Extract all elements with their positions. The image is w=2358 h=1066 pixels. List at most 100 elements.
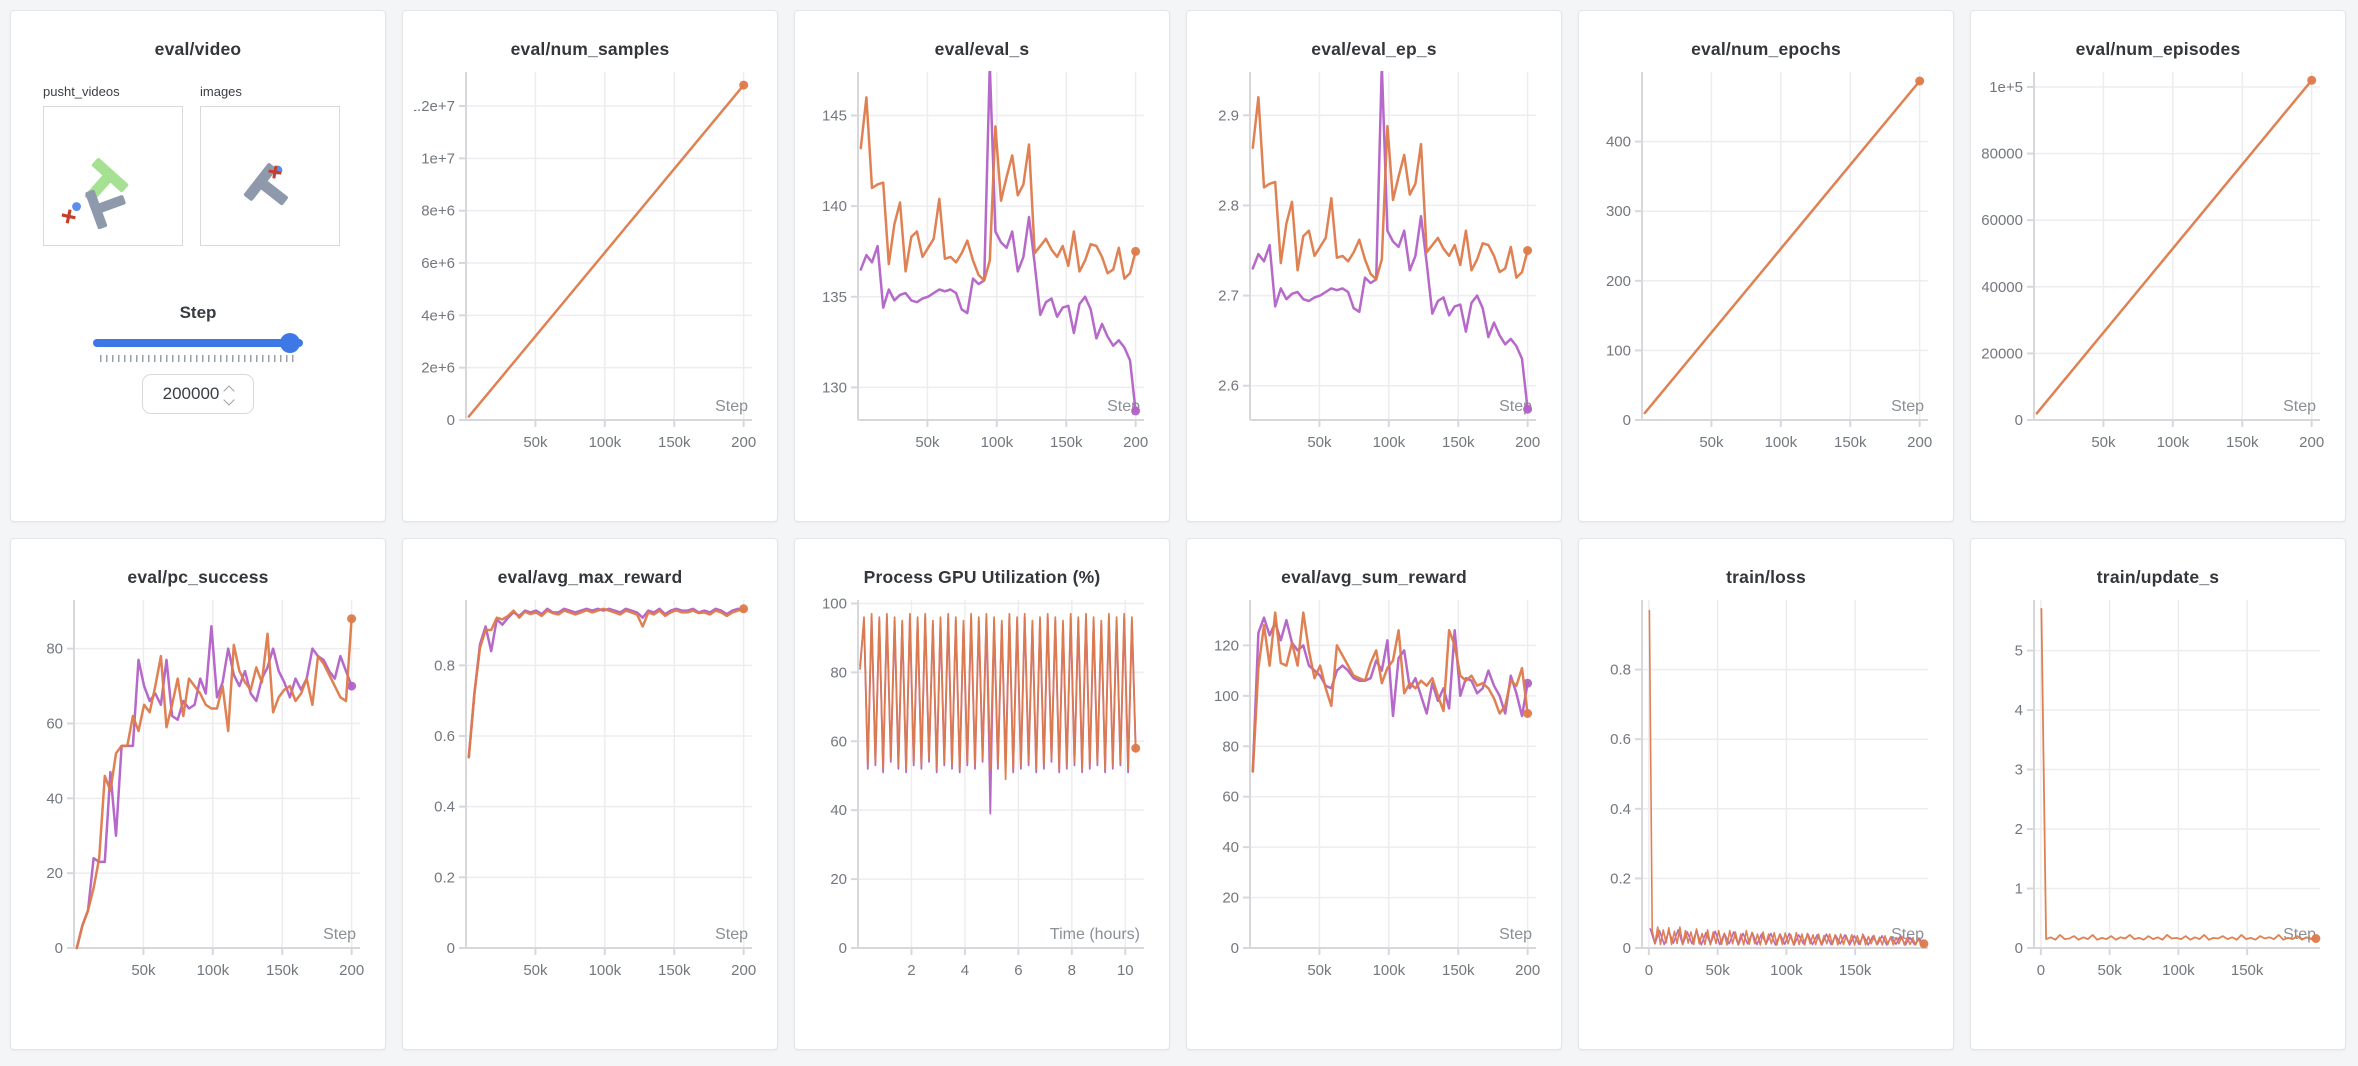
svg-text:Time (hours): Time (hours) <box>1050 926 1140 943</box>
svg-text:0.6: 0.6 <box>1610 731 1631 748</box>
svg-text:Step: Step <box>1891 398 1924 415</box>
svg-text:50k: 50k <box>1307 962 1332 979</box>
svg-text:2.7: 2.7 <box>1218 288 1239 305</box>
svg-text:4: 4 <box>2015 702 2023 719</box>
svg-text:2: 2 <box>2015 821 2023 838</box>
svg-text:100k: 100k <box>2157 434 2190 451</box>
chart-title: eval/num_epochs <box>1691 39 1841 59</box>
step-slider-thumb[interactable] <box>280 333 301 353</box>
media-row: pusht_videos image <box>43 84 385 251</box>
svg-text:0: 0 <box>1623 412 1631 429</box>
svg-text:100: 100 <box>1214 688 1239 705</box>
chart-eval-pc-success[interactable]: 50k 100k 150k 200 0 20 40 60 80 Step <box>22 592 374 998</box>
svg-text:200: 200 <box>339 962 364 979</box>
svg-text:100k: 100k <box>197 962 230 979</box>
svg-text:100k: 100k <box>1373 962 1406 979</box>
svg-text:3: 3 <box>2015 762 2023 779</box>
pusht-image-thumbnail[interactable] <box>200 106 340 246</box>
svg-text:2: 2 <box>907 962 915 979</box>
svg-text:200: 200 <box>731 962 756 979</box>
svg-text:8: 8 <box>1068 962 1076 979</box>
svg-text:50k: 50k <box>2098 962 2123 979</box>
step-slider-ticks <box>100 355 296 362</box>
panel-eval-num-episodes: eval/num_episodes 50k 100k 150k 200 0 20000 40… <box>1970 10 2346 522</box>
svg-text:60000: 60000 <box>1982 212 2023 229</box>
chart-eval-eval-s[interactable]: 50k 100k 150k 200 130 135 140 145 Step <box>806 64 1158 470</box>
chart-title: eval/num_samples <box>510 39 670 59</box>
chart-eval-avg-max-reward[interactable]: 50k 100k 150k 200 0 0.2 0.4 0.6 0.8 Step <box>414 592 766 998</box>
blue-dot-icon <box>72 202 81 211</box>
svg-text:10: 10 <box>1117 962 1134 979</box>
svg-text:Step: Step <box>715 398 748 415</box>
svg-text:400: 400 <box>1606 134 1631 151</box>
video-panel-title: eval/video <box>154 39 242 59</box>
svg-text:Step: Step <box>2283 926 2316 943</box>
chart-gpu-utilization[interactable]: 2 4 6 8 10 0 20 40 60 80 100 Time (hours) <box>806 592 1158 998</box>
chevron-down-icon[interactable] <box>223 393 236 406</box>
svg-text:4: 4 <box>961 962 969 979</box>
svg-text:50k: 50k <box>523 434 548 451</box>
svg-text:0: 0 <box>839 940 847 957</box>
svg-text:8e+6: 8e+6 <box>421 203 455 220</box>
svg-text:145: 145 <box>822 108 847 125</box>
svg-text:0.2: 0.2 <box>1610 870 1631 887</box>
svg-text:20: 20 <box>830 871 847 888</box>
svg-text:150k: 150k <box>266 962 299 979</box>
chart-title: eval/pc_success <box>127 567 269 587</box>
red-cross-icon <box>61 209 76 224</box>
svg-text:0: 0 <box>55 940 63 957</box>
svg-text:4e+6: 4e+6 <box>421 307 455 324</box>
svg-text:60: 60 <box>46 715 63 732</box>
svg-text:6: 6 <box>1014 962 1022 979</box>
chart-title: eval/eval_ep_s <box>1311 39 1437 59</box>
chart-title: train/update_s <box>2096 567 2220 587</box>
chart-train-loss[interactable]: 0 50k 100k 150k 0 0.2 0.4 0.6 0.8 Step <box>1590 592 1942 998</box>
step-slider-track[interactable] <box>93 339 303 347</box>
svg-text:5: 5 <box>2015 643 2023 660</box>
step-input-value[interactable]: 200000 <box>162 384 220 403</box>
svg-text:1: 1 <box>2015 881 2023 898</box>
step-input-spinner[interactable] <box>223 384 236 406</box>
panel-eval-video: eval/video pusht_videos <box>10 10 386 522</box>
svg-text:80: 80 <box>1222 738 1239 755</box>
panel-eval-pc-success: eval/pc_success 50k 100k 150k 200 0 20 40 60 80 S… <box>10 538 386 1050</box>
chart-train-update-s[interactable]: 0 50k 100k 150k 0 1 2 3 4 5 Step <box>1982 592 2334 998</box>
svg-text:150k: 150k <box>1050 434 1083 451</box>
chart-eval-avg-sum-reward[interactable]: 50k 100k 150k 200 0 20 40 60 80 100 120 Step <box>1198 592 1550 998</box>
svg-text:0.6: 0.6 <box>434 728 455 745</box>
svg-text:150k: 150k <box>2226 434 2259 451</box>
svg-text:150k: 150k <box>658 962 691 979</box>
svg-text:0: 0 <box>1231 940 1239 957</box>
svg-text:2e+6: 2e+6 <box>421 360 455 377</box>
svg-text:0: 0 <box>1623 940 1631 957</box>
pusht-video-thumbnail[interactable] <box>43 106 183 246</box>
svg-text:Step: Step <box>2283 398 2316 415</box>
chart-eval-num-epochs[interactable]: 50k 100k 150k 200 0 100 200 300 400 Step <box>1590 64 1942 470</box>
chart-eval-num-episodes[interactable]: 50k 100k 150k 200 0 20000 40000 60000 80000 1e+5 S… <box>1981 64 2334 470</box>
panel-gpu-utilization: Process GPU Utilization (%) 2 4 6 8 10 0 20 40 6… <box>794 538 1170 1050</box>
svg-text:Step: Step <box>323 926 356 943</box>
svg-text:150k: 150k <box>1839 962 1872 979</box>
chart-eval-num-samples[interactable]: 50k 100k 150k 200 0 2e+6 4e+6 6e+6 8e+6 1e+7 1.2e+… <box>409 64 766 470</box>
step-slider[interactable] <box>93 333 303 353</box>
svg-text:100k: 100k <box>589 962 622 979</box>
svg-text:150k: 150k <box>2231 962 2264 979</box>
chart-title: eval/avg_sum_reward <box>1281 567 1467 587</box>
chart-eval-eval-ep-s[interactable]: 50k 100k 150k 200 2.6 2.7 2.8 2.9 Step <box>1198 64 1550 470</box>
svg-text:Step: Step <box>715 926 748 943</box>
svg-text:50k: 50k <box>1706 962 1731 979</box>
panel-eval-avg-sum-reward: eval/avg_sum_reward 50k 100k 150k 200 0 20 40 6… <box>1186 538 1562 1050</box>
svg-text:200: 200 <box>1606 273 1631 290</box>
svg-text:200: 200 <box>1907 434 1932 451</box>
svg-text:50k: 50k <box>1307 434 1332 451</box>
svg-text:150k: 150k <box>1834 434 1867 451</box>
media-label-images: images <box>200 84 242 99</box>
panel-eval-avg-max-reward: eval/avg_max_reward 50k 100k 150k 200 0 0.2 0.… <box>402 538 778 1050</box>
svg-text:0: 0 <box>447 412 455 429</box>
svg-text:40: 40 <box>830 802 847 819</box>
svg-text:100k: 100k <box>2162 962 2195 979</box>
step-input[interactable]: 200000 <box>142 374 254 414</box>
svg-text:80: 80 <box>46 641 63 658</box>
svg-text:100k: 100k <box>981 434 1014 451</box>
